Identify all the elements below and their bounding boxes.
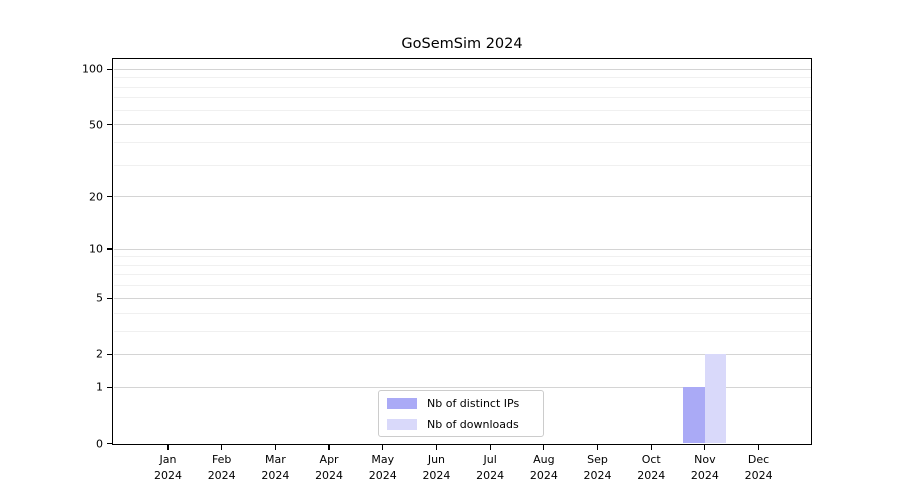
xtick-label-line: Oct bbox=[641, 453, 661, 466]
major-gridline-y-5 bbox=[113, 297, 811, 299]
ytick-mark-20 bbox=[107, 196, 112, 198]
ytick-label-50: 50 bbox=[89, 118, 103, 132]
xtick-label-jul-2024: Jul 2024 bbox=[476, 452, 504, 484]
xtick-label-line: Sep bbox=[587, 453, 608, 466]
xtick-label-mar-2024: Mar 2024 bbox=[261, 452, 289, 484]
xtick-mark-sep-2024 bbox=[596, 445, 599, 450]
xtick-label-sep-2024: Sep 2024 bbox=[584, 452, 612, 484]
major-gridline-y-10 bbox=[113, 248, 811, 250]
legend-label-nb-of-downloads: Nb of downloads bbox=[427, 417, 519, 431]
legend-swatch-nb-of-distinct-ips bbox=[387, 397, 417, 409]
legend-swatch-nb-of-downloads bbox=[387, 418, 417, 430]
ytick-label-100: 100 bbox=[82, 62, 103, 76]
legend-label-nb-of-distinct-ips: Nb of distinct IPs bbox=[427, 396, 520, 410]
xtick-label-jun-2024: Jun 2024 bbox=[422, 452, 450, 484]
xtick-mark-mar-2024 bbox=[274, 445, 276, 450]
xtick-label-nov-2024: Nov 2024 bbox=[691, 452, 719, 484]
xtick-mark-feb-2024 bbox=[221, 445, 223, 450]
xtick-label-line: May bbox=[371, 453, 395, 466]
minor-gridline-y-40 bbox=[113, 141, 811, 143]
major-gridline-y-50 bbox=[113, 124, 811, 126]
xtick-label-line: Jul bbox=[483, 453, 497, 466]
xtick-label-oct-2024: Oct 2024 bbox=[637, 452, 665, 484]
bar-nb-of-downloads-nov-2024 bbox=[704, 354, 727, 444]
xtick-label-apr-2024: Apr 2024 bbox=[315, 452, 343, 484]
xtick-label-line: 2024 bbox=[207, 469, 236, 482]
minor-gridline-y-90 bbox=[113, 77, 811, 79]
xtick-mark-jun-2024 bbox=[435, 445, 438, 450]
xtick-label-line: Jan bbox=[159, 453, 177, 466]
ytick-mark-50 bbox=[107, 124, 112, 126]
xtick-mark-oct-2024 bbox=[650, 445, 652, 450]
xtick-label-dec-2024: Dec 2024 bbox=[745, 452, 773, 484]
legend-row-nb-of-downloads: Nb of downloads bbox=[387, 418, 535, 431]
xtick-label-line: 2024 bbox=[476, 469, 505, 482]
xtick-label-line: Mar bbox=[264, 453, 286, 466]
xtick-mark-jan-2024 bbox=[167, 445, 169, 450]
chart-title: GoSemSim 2024 bbox=[401, 36, 523, 52]
xtick-label-line: 2024 bbox=[744, 469, 773, 482]
xtick-mark-dec-2024 bbox=[757, 445, 760, 450]
minor-gridline-y-60 bbox=[113, 109, 811, 111]
xtick-label-line: 2024 bbox=[583, 469, 612, 482]
ytick-mark-2 bbox=[107, 353, 112, 355]
ytick-mark-0 bbox=[107, 442, 112, 445]
xtick-label-line: Dec bbox=[747, 453, 770, 466]
xtick-label-line: 2024 bbox=[368, 469, 397, 482]
xtick-mark-nov-2024 bbox=[704, 445, 706, 450]
major-gridline-y-100 bbox=[113, 68, 811, 70]
xtick-label-line: 2024 bbox=[529, 469, 558, 482]
ytick-mark-5 bbox=[107, 297, 112, 299]
ytick-label-2: 2 bbox=[96, 347, 103, 361]
xtick-label-line: Aug bbox=[533, 453, 555, 466]
minor-gridline-y-80 bbox=[113, 86, 811, 88]
major-gridline-y-20 bbox=[113, 196, 811, 198]
ytick-mark-10 bbox=[107, 248, 112, 250]
xtick-label-line: 2024 bbox=[690, 469, 719, 482]
xtick-label-feb-2024: Feb 2024 bbox=[208, 452, 236, 484]
legend-row-nb-of-distinct-ips: Nb of distinct IPs bbox=[387, 397, 535, 410]
ytick-label-0: 0 bbox=[96, 437, 103, 450]
xtick-label-line: 2024 bbox=[422, 469, 451, 482]
xtick-label-line: Nov bbox=[694, 453, 716, 466]
legend: Nb of distinct IPs Nb of downloads bbox=[378, 390, 544, 437]
major-gridline-y-1 bbox=[113, 386, 811, 388]
xtick-label-line: Jun bbox=[427, 453, 446, 466]
xtick-label-line: 2024 bbox=[637, 469, 666, 482]
ytick-label-5: 5 bbox=[96, 291, 103, 305]
minor-gridline-y-7 bbox=[113, 274, 811, 276]
minor-gridline-y-3 bbox=[113, 330, 811, 332]
xtick-mark-jul-2024 bbox=[489, 445, 491, 450]
minor-gridline-y-6 bbox=[113, 285, 811, 287]
minor-gridline-y-30 bbox=[113, 164, 811, 166]
xtick-label-line: Apr bbox=[319, 453, 339, 466]
xtick-mark-aug-2024 bbox=[543, 445, 545, 450]
ytick-label-1: 1 bbox=[96, 380, 103, 394]
ytick-mark-100 bbox=[107, 68, 112, 70]
minor-gridline-y-8 bbox=[113, 264, 811, 266]
xtick-label-aug-2024: Aug 2024 bbox=[530, 452, 558, 484]
xtick-label-line: 2024 bbox=[154, 469, 182, 482]
minor-gridline-y-70 bbox=[113, 97, 811, 99]
xtick-label-line: 2024 bbox=[261, 469, 290, 482]
minor-gridline-y-4 bbox=[113, 312, 811, 314]
ytick-label-20: 20 bbox=[89, 190, 103, 204]
bar-nb-of-distinct-ips-nov-2024 bbox=[683, 387, 705, 444]
xtick-label-may-2024: May 2024 bbox=[369, 452, 397, 484]
xtick-label-line: Feb bbox=[211, 453, 232, 466]
ytick-mark-1 bbox=[107, 386, 112, 388]
xtick-label-jan-2024: Jan 2024 bbox=[154, 452, 182, 484]
xtick-mark-apr-2024 bbox=[328, 445, 330, 450]
ytick-label-10: 10 bbox=[89, 242, 103, 256]
major-gridline-y-2 bbox=[113, 353, 811, 355]
xtick-label-line: 2024 bbox=[315, 469, 344, 482]
minor-gridline-y-9 bbox=[113, 256, 811, 258]
xtick-mark-may-2024 bbox=[382, 445, 384, 450]
